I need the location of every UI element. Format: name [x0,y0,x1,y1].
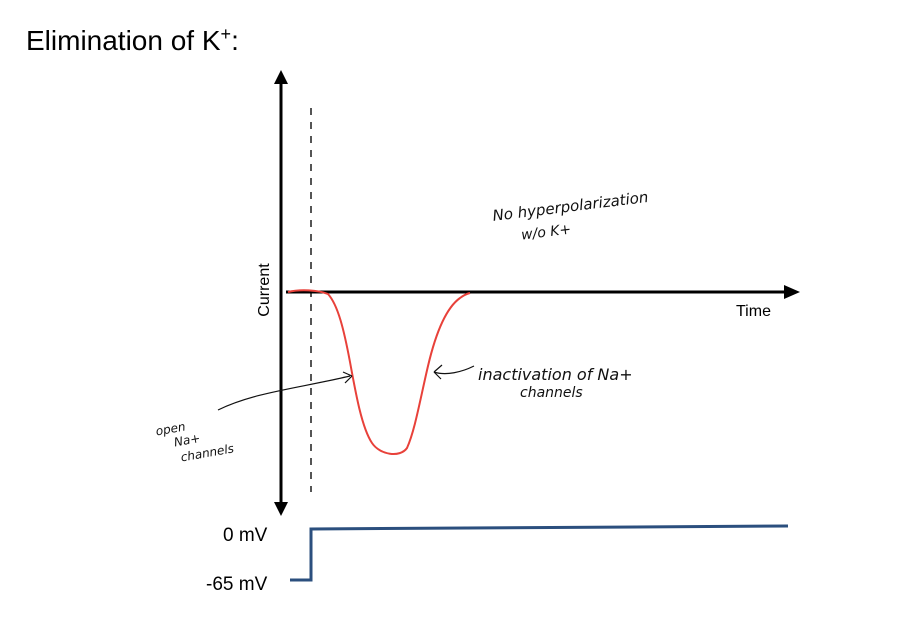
annotation-text: Na+ [173,431,201,449]
annotation-open-channels: open Na+ channels [155,371,353,465]
axis-arrow-down-icon [274,502,288,516]
axis-arrow-right-icon [784,285,800,299]
time-axis [286,285,800,299]
current-axis [274,70,288,516]
na-current-trace [287,289,471,455]
y-axis-label: Current [256,263,273,317]
annotation-no-hyperpolarization: No hyperpolarization w/o K+ [492,188,650,244]
axis-arrow-up-icon [274,70,288,84]
voltage-label-0mv: 0 mV [223,525,268,546]
page-title: Elimination of K+: [26,24,239,56]
annotation-text: channels [520,385,583,401]
annotation-text: w/o K+ [520,222,572,244]
voltage-step-trace [290,524,789,582]
x-axis-label: Time [736,303,771,320]
arrow-icon [433,364,443,380]
arrow-icon [342,371,353,384]
voltage-label-65mv: -65 mV [206,574,268,595]
annotation-inactivation: inactivation of Na+ channels [433,364,633,401]
annotation-text: open [155,419,187,438]
annotation-text: No hyperpolarization [492,188,650,225]
annotation-text: inactivation of Na+ [478,365,633,384]
